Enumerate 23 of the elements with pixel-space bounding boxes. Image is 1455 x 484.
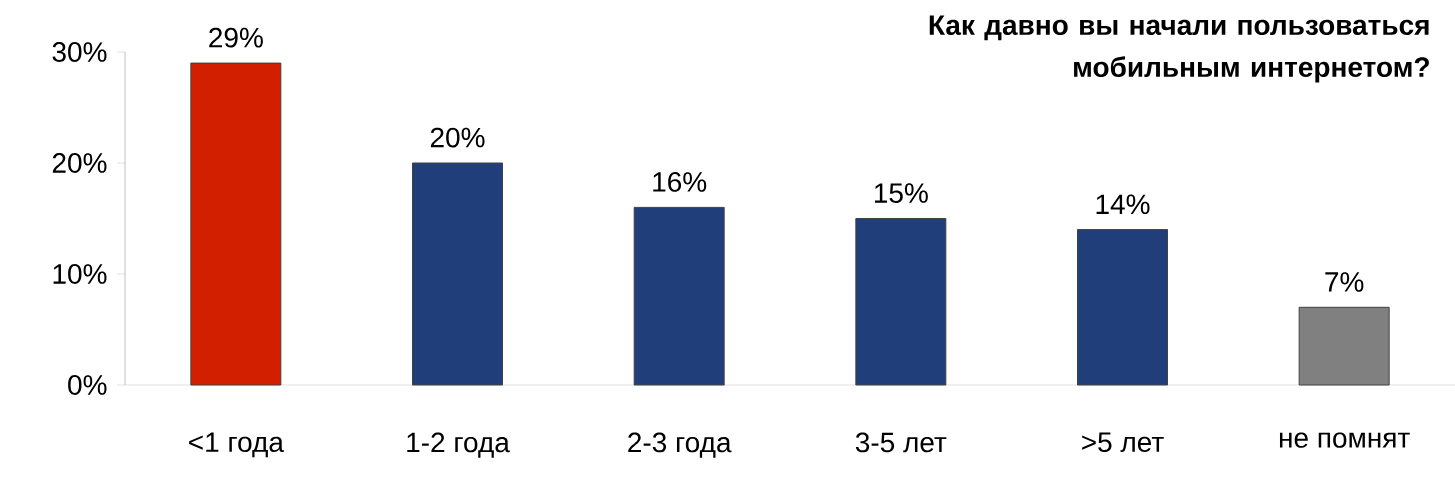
data-label: 29% bbox=[209, 27, 263, 48]
x-tick-label: 2-3 года bbox=[628, 432, 732, 458]
y-tick-label: 0% bbox=[68, 375, 107, 395]
chart-title: Как давно вы начали пользоваться мобильным интернетом? bbox=[929, 15, 1429, 83]
x-tick-label: <1 года bbox=[189, 432, 284, 458]
data-label: 16% bbox=[653, 172, 707, 192]
data-label: 14% bbox=[1096, 194, 1150, 215]
x-tick-label: не помнят bbox=[1279, 432, 1410, 448]
y-tick-label: 10% bbox=[53, 264, 107, 284]
bar bbox=[1298, 306, 1390, 386]
x-tick-label: 1-2 года bbox=[407, 432, 510, 458]
bar bbox=[412, 162, 504, 386]
y-tick-label: 30% bbox=[52, 42, 107, 62]
data-label: 15% bbox=[874, 183, 928, 203]
data-label: 20% bbox=[430, 127, 485, 148]
x-tick-label: >5 лет bbox=[1082, 432, 1164, 453]
bar bbox=[855, 217, 947, 386]
x-tick-label: 3-5 лет bbox=[855, 432, 947, 453]
data-label: 7% bbox=[1325, 272, 1364, 292]
y-tick-label: 20% bbox=[52, 153, 107, 173]
bar bbox=[1076, 229, 1168, 386]
bar bbox=[633, 206, 725, 386]
bar bbox=[190, 62, 282, 386]
